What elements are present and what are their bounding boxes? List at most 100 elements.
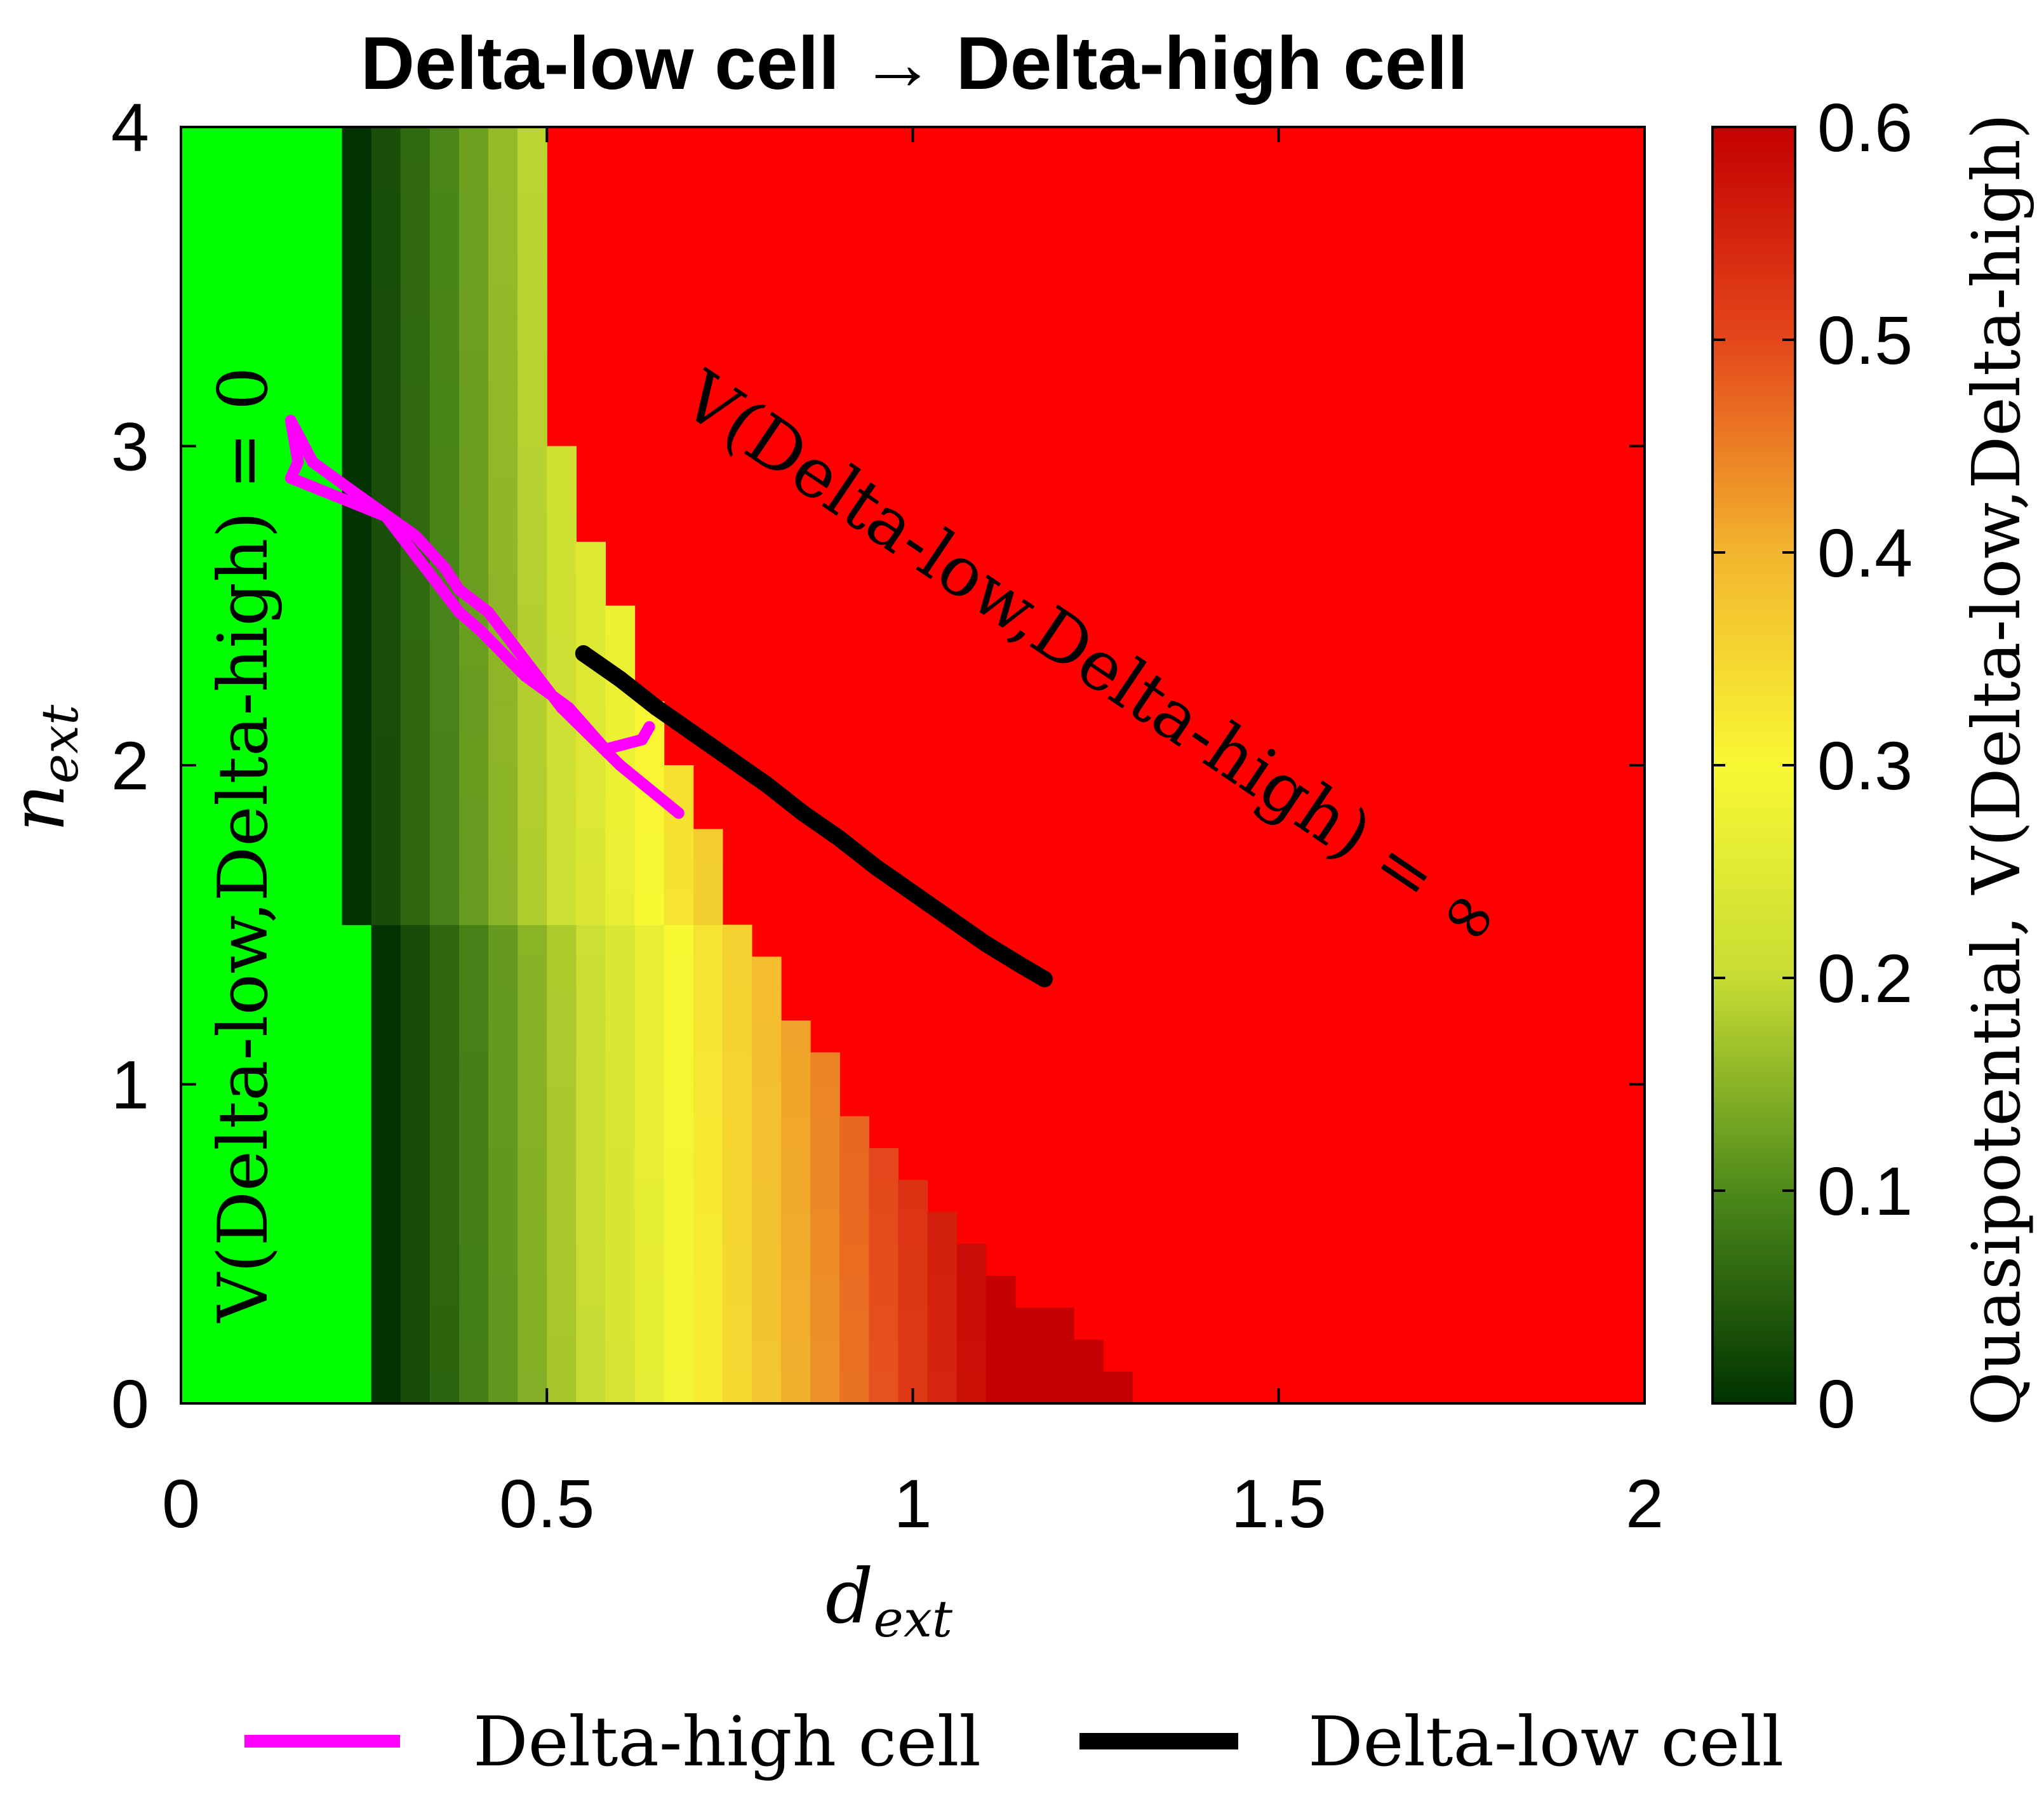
heatmap-cell <box>371 318 401 351</box>
heatmap-cell <box>693 1084 723 1117</box>
heatmap-cell <box>634 1276 665 1308</box>
y-tick-label: 2 <box>111 727 149 804</box>
heatmap-cell <box>371 1180 401 1213</box>
series-point <box>904 885 921 901</box>
heatmap-cell <box>576 1052 606 1085</box>
heatmap-cell <box>518 1180 547 1213</box>
heatmap-cell <box>400 1212 431 1245</box>
series-point <box>575 645 592 662</box>
heatmap-cell <box>869 1212 899 1245</box>
heatmap-cell <box>1044 1339 1074 1372</box>
heatmap-cell <box>693 1052 723 1085</box>
zero-region-cell <box>181 1212 372 1245</box>
heatmap-cell <box>634 988 665 1021</box>
heatmap-cell <box>371 893 401 925</box>
heatmap-cell <box>458 797 489 830</box>
heatmap-cell <box>664 860 694 893</box>
heatmap-cell <box>400 1243 431 1276</box>
heatmap-cell <box>839 1116 869 1149</box>
heatmap-cell <box>664 1148 694 1180</box>
series-point <box>648 699 665 716</box>
heatmap-cell <box>488 382 518 415</box>
heatmap-cell <box>518 860 547 893</box>
heatmap-cell <box>898 1243 928 1276</box>
heatmap-cell <box>371 829 401 862</box>
series-point <box>643 721 655 733</box>
heatmap-cell <box>1103 1371 1133 1404</box>
heatmap-cell <box>371 350 401 383</box>
series-point <box>672 807 685 819</box>
heatmap-cell <box>751 1371 782 1404</box>
heatmap-cell <box>518 286 547 319</box>
zero-region-cell <box>181 414 343 447</box>
heatmap-cell <box>664 1052 694 1085</box>
series-point <box>519 670 531 682</box>
heatmap-cell <box>1044 1371 1074 1404</box>
heatmap-cell <box>400 573 431 606</box>
heatmap-cell <box>518 446 547 479</box>
heatmap-cell <box>810 1212 840 1245</box>
heatmap-cell <box>839 1180 869 1213</box>
heatmap-cell <box>371 414 401 447</box>
heatmap-cell <box>371 956 401 989</box>
heatmap-cell <box>634 860 665 893</box>
heatmap-cell <box>664 1084 694 1117</box>
colorbar <box>1711 126 1796 1405</box>
heatmap-cell <box>810 1116 840 1149</box>
heatmap-cell <box>722 1180 752 1213</box>
heatmap-cell <box>518 510 547 542</box>
heatmap-cell <box>400 318 431 351</box>
heatmap-cell <box>342 350 372 383</box>
heatmap-cell <box>751 1339 782 1372</box>
heatmap-cell <box>458 1020 489 1053</box>
series-point <box>483 606 495 618</box>
heatmap-cell <box>693 925 723 958</box>
heatmap-cell <box>458 669 489 702</box>
heatmap-cell <box>664 1020 694 1053</box>
heatmap-cell <box>400 1307 431 1341</box>
heatmap-cell <box>693 860 723 893</box>
heatmap-cell <box>342 222 372 255</box>
heatmap-cell <box>400 925 431 958</box>
heatmap-cell <box>458 829 489 862</box>
y-tick-label: 0 <box>111 1365 149 1442</box>
heatmap-cell <box>400 1084 431 1117</box>
heatmap-cell <box>458 222 489 255</box>
heatmap-cell <box>810 1371 840 1404</box>
heatmap-cell <box>518 1339 547 1372</box>
heatmap-cell <box>518 1276 547 1308</box>
heatmap-cell <box>400 1052 431 1085</box>
heatmap-cell <box>547 893 577 925</box>
zero-region-cell <box>181 1339 372 1372</box>
heatmap-cell <box>371 1371 401 1404</box>
heatmap-cell <box>429 1243 460 1276</box>
heatmap-cell <box>371 286 401 319</box>
series-point <box>453 584 465 596</box>
heatmap-cell <box>342 733 372 766</box>
heatmap-cell <box>722 1243 752 1276</box>
heatmap-cell <box>605 1084 636 1117</box>
heatmap-cell <box>429 510 460 542</box>
heatmap-cell <box>400 255 431 287</box>
heatmap-cell <box>751 1148 782 1180</box>
heatmap-cell <box>342 318 372 351</box>
heatmap-cell <box>429 925 460 958</box>
x-tick-label: 1 <box>893 1465 932 1542</box>
heatmap-cell <box>985 1339 1016 1372</box>
heatmap-cell <box>547 1307 577 1341</box>
heatmap-cell <box>488 255 518 287</box>
heatmap-cell <box>518 1052 547 1085</box>
heatmap-cell <box>400 1116 431 1149</box>
heatmap-cell <box>400 1148 431 1180</box>
zero-region-cell <box>181 573 343 606</box>
heatmap-cell <box>458 350 489 383</box>
heatmap-cell <box>576 1180 606 1213</box>
heatmap-cell <box>371 1243 401 1276</box>
heatmap-cell <box>342 860 372 893</box>
heatmap-cell <box>869 1180 899 1213</box>
heatmap-cell <box>781 1276 811 1308</box>
heatmap-cell <box>781 1307 811 1341</box>
heatmap-cell <box>810 1052 840 1085</box>
heatmap-cell <box>371 605 401 638</box>
heatmap-cell <box>547 542 577 575</box>
